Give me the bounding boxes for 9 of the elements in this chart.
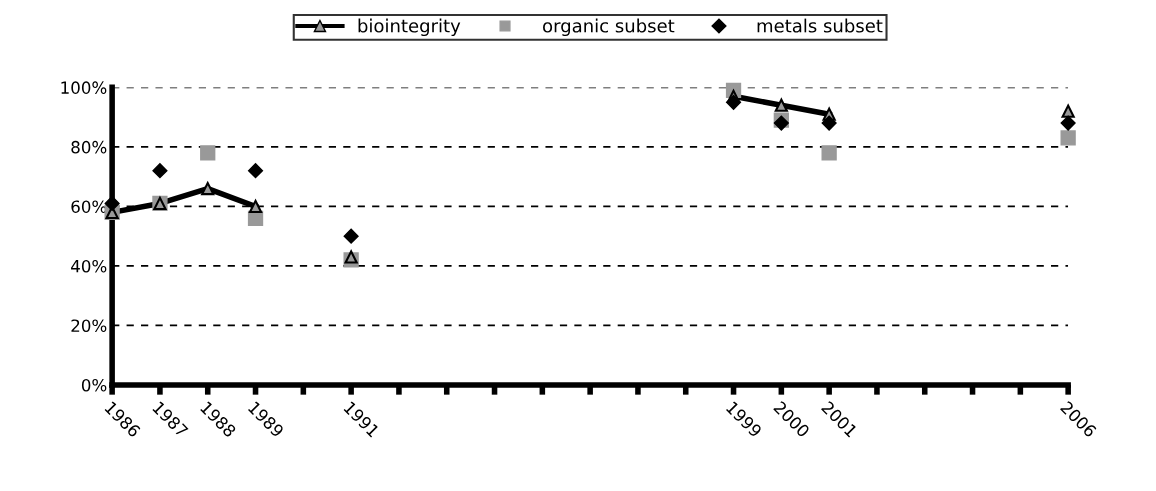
y-tick-label: 60% bbox=[71, 200, 107, 213]
legend-label: biointegrity bbox=[358, 18, 461, 37]
y-tick-label: 80% bbox=[71, 140, 107, 154]
y-tick-label: 0% bbox=[81, 378, 107, 392]
y-tick-label: 20% bbox=[71, 319, 107, 332]
legend-label: organic subset bbox=[543, 18, 675, 37]
y-tick-label: 100% bbox=[61, 81, 107, 94]
legend-label: metals subset bbox=[757, 18, 883, 33]
y-tick-label: 40% bbox=[71, 259, 107, 273]
